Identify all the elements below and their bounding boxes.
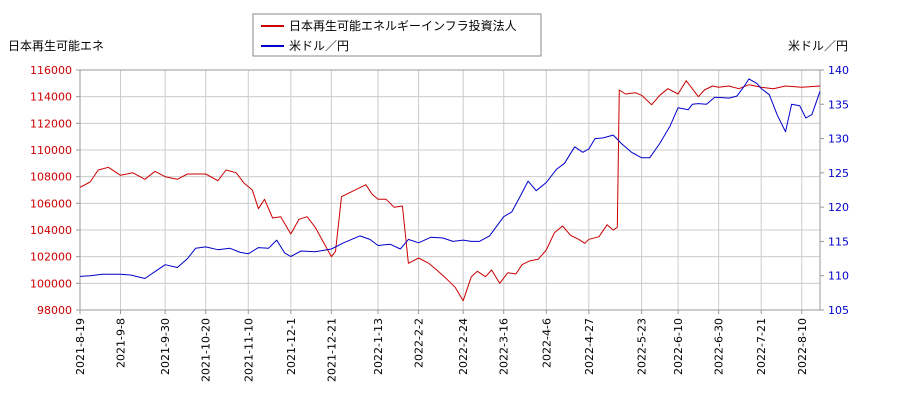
x-tick-label: 2022-1-13 [372, 318, 385, 375]
x-tick-label: 2022-8-10 [796, 318, 809, 375]
right-tick-label: 135 [828, 98, 849, 111]
x-tick-label: 2022-3-16 [498, 318, 511, 375]
series-line-renewable-energy-fund [79, 80, 821, 302]
x-tick-label: 2021-12-1 [285, 318, 298, 375]
left-tick-label: 104000 [30, 224, 72, 237]
plot-area-border [79, 69, 821, 311]
legend: 日本再生可能エネルギーインフラ投資法人 米ドル／円 [252, 13, 542, 57]
left-tick-label: 116000 [30, 64, 72, 77]
right-tick-label: 125 [828, 167, 849, 180]
right-tick-label: 120 [828, 201, 849, 214]
x-tick-label: 2022-6-10 [672, 318, 685, 375]
left-tick-label: 98000 [37, 304, 72, 317]
right-tick-label: 140 [828, 64, 849, 77]
right-axis-title: 米ドル／円 [788, 39, 848, 53]
x-tick-label: 2022-2-2 [413, 318, 426, 368]
series-lines [79, 78, 821, 302]
x-tick-label: 2022-4-27 [583, 318, 596, 375]
left-tick-label: 110000 [30, 144, 72, 157]
legend-label-right-series: 米ドル／円 [289, 39, 349, 53]
left-axis-title: 日本再生可能エネ [8, 39, 104, 53]
x-tick-label: 2021-9-8 [115, 318, 128, 368]
x-tick-label: 2022-7-21 [755, 318, 768, 375]
x-tick-label: 2021-10-20 [200, 318, 213, 382]
left-tick-label: 108000 [30, 171, 72, 184]
x-tick-label: 2021-12-21 [325, 318, 338, 382]
x-tick-label: 2022-6-30 [713, 318, 726, 375]
right-tick-label: 115 [828, 235, 849, 248]
x-tick-label: 2022-2-24 [457, 318, 470, 375]
x-tick-label: 2021-11-10 [242, 318, 255, 382]
left-tick-label: 114000 [30, 91, 72, 104]
left-axis-ticks: 98000 100000 102000 104000 106000 108000 11000… [30, 64, 80, 317]
right-tick-label: 130 [828, 133, 849, 146]
x-tick-label: 2022-5-23 [636, 318, 649, 375]
x-axis-ticks: 2021-8-19 2021-9-8 2021-9-30 2021-10-20 2021… [74, 310, 809, 382]
left-tick-label: 106000 [30, 197, 72, 210]
grid [79, 69, 820, 311]
legend-label-left-series: 日本再生可能エネルギーインフラ投資法人 [289, 18, 517, 33]
legend-box [252, 13, 542, 57]
x-tick-label: 2021-9-30 [159, 318, 172, 375]
right-tick-label: 105 [828, 304, 849, 317]
left-tick-label: 100000 [30, 277, 72, 290]
x-tick-label: 2021-8-19 [74, 318, 87, 375]
left-tick-label: 102000 [30, 251, 72, 264]
left-tick-label: 112000 [30, 117, 72, 130]
series-line-usd-jpy [79, 78, 821, 279]
x-tick-label: 2022-4-6 [540, 318, 553, 368]
right-tick-label: 110 [828, 270, 849, 283]
right-axis-ticks: 105 110 115 120 125 130 135 140 [820, 64, 849, 317]
